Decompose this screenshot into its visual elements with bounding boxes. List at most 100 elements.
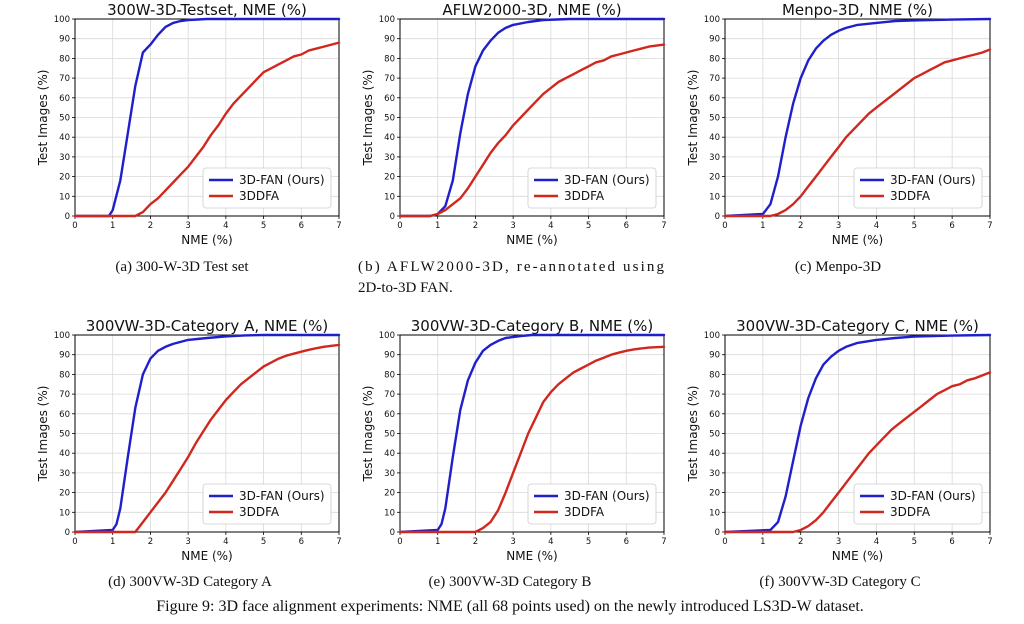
chart-panel-3: 0 1 2 3 4 5 6 70102030405060708090100Menpo-3D, … bbox=[686, 1, 993, 275]
chart-title: AFLW2000-3D, NME (%) bbox=[442, 1, 621, 19]
subfigure-caption: (e) 300VW-3D Category B bbox=[429, 574, 592, 590]
y-tick-label: 20 bbox=[709, 173, 720, 183]
y-tick-label: 80 bbox=[59, 370, 70, 380]
x-tick-label: 6 bbox=[949, 221, 954, 231]
x-tick-label: 3 bbox=[185, 537, 190, 547]
legend: 3D-FAN (Ours) 3DDFA bbox=[853, 483, 983, 525]
y-tick-label: 70 bbox=[384, 74, 395, 84]
x-tick-label: 7 bbox=[987, 221, 992, 231]
x-tick-label: 5 bbox=[912, 537, 917, 547]
legend-entry: 3D-FAN (Ours) bbox=[564, 489, 650, 503]
x-axis-label: NME (%) bbox=[506, 549, 558, 563]
y-tick-label: 0 bbox=[715, 528, 720, 538]
series-line-ours bbox=[398, 333, 666, 534]
y-tick-label: 0 bbox=[390, 212, 395, 222]
y-tick-label: 30 bbox=[59, 469, 70, 479]
series-line-ours bbox=[73, 17, 341, 218]
grid-lines bbox=[74, 18, 340, 217]
subfigure-caption: (f) 300VW-3D Category C bbox=[759, 574, 920, 590]
y-tick-label: 70 bbox=[384, 390, 395, 400]
legend: 3D-FAN (Ours) 3DDFA bbox=[853, 167, 983, 209]
y-tick-label: 80 bbox=[384, 370, 395, 380]
x-tick-label: 5 bbox=[261, 221, 266, 231]
y-tick-label: 100 bbox=[379, 15, 395, 25]
legend-entry: 3DDFA bbox=[890, 505, 931, 519]
legend-entry: 3DDFA bbox=[564, 189, 605, 203]
y-tick-label: 40 bbox=[709, 449, 720, 459]
y-tick-label: 50 bbox=[709, 114, 720, 124]
y-tick-label: 40 bbox=[59, 133, 70, 143]
y-tick-label: 10 bbox=[59, 192, 70, 202]
x-tick-label: 7 bbox=[661, 537, 666, 547]
legend-box bbox=[527, 167, 657, 209]
y-tick-label: 60 bbox=[59, 94, 70, 104]
y-tick-label: 0 bbox=[715, 212, 720, 222]
x-tick-label: 7 bbox=[336, 537, 341, 547]
legend-entry: 3DDFA bbox=[564, 505, 605, 519]
y-tick-label: 70 bbox=[59, 74, 70, 84]
y-axis-label: Test Images (%) bbox=[361, 386, 375, 483]
x-tick-label: 0 bbox=[397, 537, 402, 547]
legend: 3D-FAN (Ours) 3DDFA bbox=[527, 167, 657, 209]
x-tick-label: 2 bbox=[148, 537, 153, 547]
subfigure-caption: (d) 300VW-3D Category A bbox=[108, 574, 272, 590]
y-tick-label: 50 bbox=[709, 430, 720, 440]
figure-caption: Figure 9: 3D face alignment experiments:… bbox=[156, 598, 864, 615]
y-tick-label: 0 bbox=[390, 528, 395, 538]
y-tick-label: 20 bbox=[384, 173, 395, 183]
y-tick-label: 40 bbox=[709, 133, 720, 143]
x-tick-label: 6 bbox=[624, 537, 629, 547]
legend-entry: 3D-FAN (Ours) bbox=[564, 173, 650, 187]
x-tick-label: 4 bbox=[548, 221, 553, 231]
legend-entry: 3D-FAN (Ours) bbox=[239, 173, 325, 187]
x-tick-label: 4 bbox=[874, 221, 879, 231]
x-tick-label: 4 bbox=[874, 537, 879, 547]
x-tick-label: 1 bbox=[110, 537, 115, 547]
x-tick-label: 3 bbox=[510, 537, 515, 547]
x-axis-label: NME (%) bbox=[832, 549, 884, 563]
y-tick-label: 10 bbox=[709, 508, 720, 518]
y-tick-label: 30 bbox=[384, 153, 395, 163]
y-axis-label: Test Images (%) bbox=[686, 386, 700, 483]
chart-title: 300VW-3D-Category B, NME (%) bbox=[411, 317, 654, 335]
legend: 3D-FAN (Ours) 3DDFA bbox=[202, 483, 332, 525]
x-tick-label: 2 bbox=[798, 221, 803, 231]
y-tick-label: 100 bbox=[54, 15, 70, 25]
x-tick-label: 2 bbox=[148, 221, 153, 231]
chart-title: 300VW-3D-Category C, NME (%) bbox=[736, 317, 979, 335]
y-tick-label: 70 bbox=[709, 390, 720, 400]
legend-box bbox=[202, 167, 332, 209]
x-tick-label: 2 bbox=[473, 221, 478, 231]
x-tick-label: 3 bbox=[185, 221, 190, 231]
legend: 3D-FAN (Ours) 3DDFA bbox=[202, 167, 332, 209]
y-tick-label: 100 bbox=[379, 331, 395, 341]
y-tick-label: 70 bbox=[59, 390, 70, 400]
legend-entry: 3D-FAN (Ours) bbox=[890, 173, 976, 187]
y-tick-label: 40 bbox=[384, 449, 395, 459]
x-tick-label: 3 bbox=[836, 537, 841, 547]
legend-box bbox=[527, 483, 657, 525]
x-tick-label: 6 bbox=[949, 537, 954, 547]
x-tick-label: 0 bbox=[72, 221, 77, 231]
series-line-ours bbox=[723, 333, 992, 534]
series-line-ours bbox=[398, 17, 666, 218]
y-tick-label: 30 bbox=[709, 153, 720, 163]
y-axis-label: Test Images (%) bbox=[686, 70, 700, 167]
x-axis-label: NME (%) bbox=[181, 549, 233, 563]
y-tick-label: 10 bbox=[384, 192, 395, 202]
y-tick-label: 0 bbox=[65, 528, 70, 538]
x-axis-label: NME (%) bbox=[506, 233, 558, 247]
x-tick-label: 4 bbox=[223, 221, 228, 231]
subfigure-caption-line2: 2D-to-3D FAN. bbox=[358, 280, 453, 296]
y-tick-label: 60 bbox=[384, 94, 395, 104]
x-tick-label: 5 bbox=[586, 537, 591, 547]
y-tick-label: 80 bbox=[384, 54, 395, 64]
y-tick-label: 90 bbox=[709, 351, 720, 361]
series-line-baseline bbox=[723, 48, 992, 218]
y-tick-label: 50 bbox=[384, 430, 395, 440]
x-tick-label: 0 bbox=[722, 537, 727, 547]
x-tick-label: 1 bbox=[110, 221, 115, 231]
y-tick-label: 90 bbox=[59, 351, 70, 361]
x-tick-label: 6 bbox=[299, 537, 304, 547]
